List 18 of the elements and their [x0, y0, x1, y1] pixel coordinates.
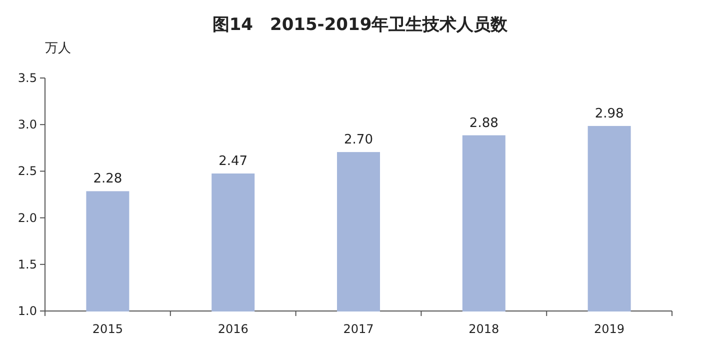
- y-tick-label: 2.0: [18, 210, 37, 225]
- x-tick-label: 2019: [594, 322, 625, 336]
- data-label: 2.70: [344, 132, 373, 148]
- y-axis-title: 万人: [45, 41, 71, 56]
- data-label: 2.28: [93, 172, 122, 187]
- y-tick-label: 3.0: [18, 118, 37, 132]
- y-tick-label: 1.5: [18, 257, 37, 272]
- y-tick-label: 3.5: [18, 71, 37, 85]
- x-tick-label: 2016: [218, 322, 248, 336]
- x-tick-label: 2017: [343, 322, 374, 336]
- x-tick-label: 2015: [92, 322, 123, 336]
- data-label: 2.98: [594, 106, 624, 122]
- y-tick-label: 2.5: [18, 164, 37, 178]
- y-tick-label: 1.0: [18, 304, 37, 318]
- data-label: 2.88: [469, 116, 498, 131]
- x-tick-label: 2018: [468, 322, 500, 336]
- data-label: 2.47: [218, 154, 248, 169]
- chart-title: 图14 2015-2019年卫生技术人员数: [212, 15, 509, 35]
